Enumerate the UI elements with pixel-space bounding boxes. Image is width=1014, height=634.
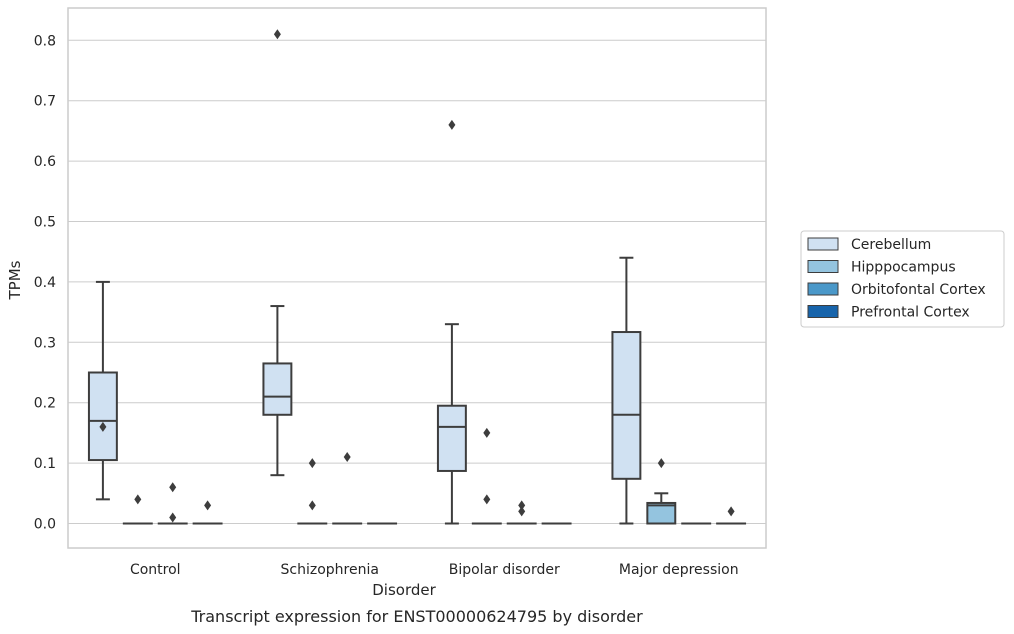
outlier-point	[134, 494, 142, 505]
gridlines	[68, 39, 766, 524]
y-tick-label: 0.5	[34, 215, 56, 231]
outlier-point	[483, 494, 491, 505]
legend: Cerebellum Hipppocampus Orbitofontal Corte…	[800, 230, 1005, 328]
x-tick-label: Bipolar disorder	[449, 562, 560, 578]
box-3-0	[192, 500, 223, 525]
y-tick-label: 0.3	[34, 335, 56, 351]
legend-label: Hipppocampus	[851, 260, 956, 276]
box-1-3	[646, 458, 677, 525]
legend-swatch	[807, 260, 839, 273]
y-tick-label: 0.0	[34, 517, 56, 533]
box-0-0	[87, 280, 118, 501]
outlier-point	[308, 500, 316, 511]
box-body	[436, 404, 467, 472]
box-0-1	[262, 29, 293, 477]
outlier-point	[308, 458, 316, 469]
legend-label: Orbitofontal Cortex	[851, 282, 986, 298]
y-tick-label: 0.8	[34, 33, 56, 49]
outlier-point	[204, 500, 212, 511]
outlier-point	[518, 506, 526, 517]
box-body	[646, 501, 677, 525]
y-axis-ticks: 0.0 0.1 0.2 0.3 0.4 0.5 0.6 0.7 0.8	[34, 33, 56, 532]
outlier-point	[518, 500, 526, 511]
box-body	[262, 362, 293, 416]
legend-swatch	[807, 282, 839, 296]
legend-label: Prefrontal Cortex	[851, 305, 970, 321]
outlier-point	[727, 506, 735, 517]
plot-area-frame	[67, 7, 767, 549]
y-tick-label: 0.4	[34, 275, 56, 291]
outlier-point	[273, 29, 281, 40]
outlier-point	[657, 458, 665, 469]
y-tick-label: 0.7	[34, 94, 56, 110]
chart-caption: Transcript expression for ENST0000062479…	[190, 607, 643, 626]
y-tick-label: 0.2	[34, 396, 56, 412]
x-axis-label: Disorder	[372, 581, 436, 599]
outlier-point	[448, 119, 456, 130]
box-2-2	[506, 500, 537, 525]
outlier-point	[169, 482, 177, 493]
box-2-1	[332, 452, 363, 525]
legend-frame	[800, 230, 1005, 328]
box-0-3	[611, 256, 642, 525]
box-1-2	[471, 427, 502, 525]
x-tick-label: Schizophrenia	[281, 562, 379, 578]
x-tick-label: Major depression	[619, 562, 739, 578]
y-tick-label: 0.1	[34, 456, 56, 472]
x-axis-ticks: Control Schizophrenia Bipolar disorder Majo…	[130, 562, 739, 578]
y-axis-label: TPMs	[6, 260, 24, 300]
box-2-0	[157, 482, 188, 525]
x-tick-label: Control	[130, 562, 181, 578]
box-1-1	[297, 458, 328, 525]
box-body	[87, 371, 118, 462]
box-body	[611, 331, 642, 480]
legend-swatch	[807, 305, 839, 318]
boxes	[87, 29, 747, 525]
box-3-3	[716, 506, 747, 525]
y-tick-label: 0.6	[34, 154, 56, 170]
outlier-point	[343, 452, 351, 463]
legend-label: Cerebellum	[851, 237, 931, 253]
box-0-2	[436, 119, 467, 525]
outlier-point	[99, 421, 107, 432]
outlier-point	[483, 427, 491, 438]
box-1-0	[122, 494, 153, 525]
legend-swatch	[807, 237, 839, 251]
outlier-point	[169, 512, 177, 523]
